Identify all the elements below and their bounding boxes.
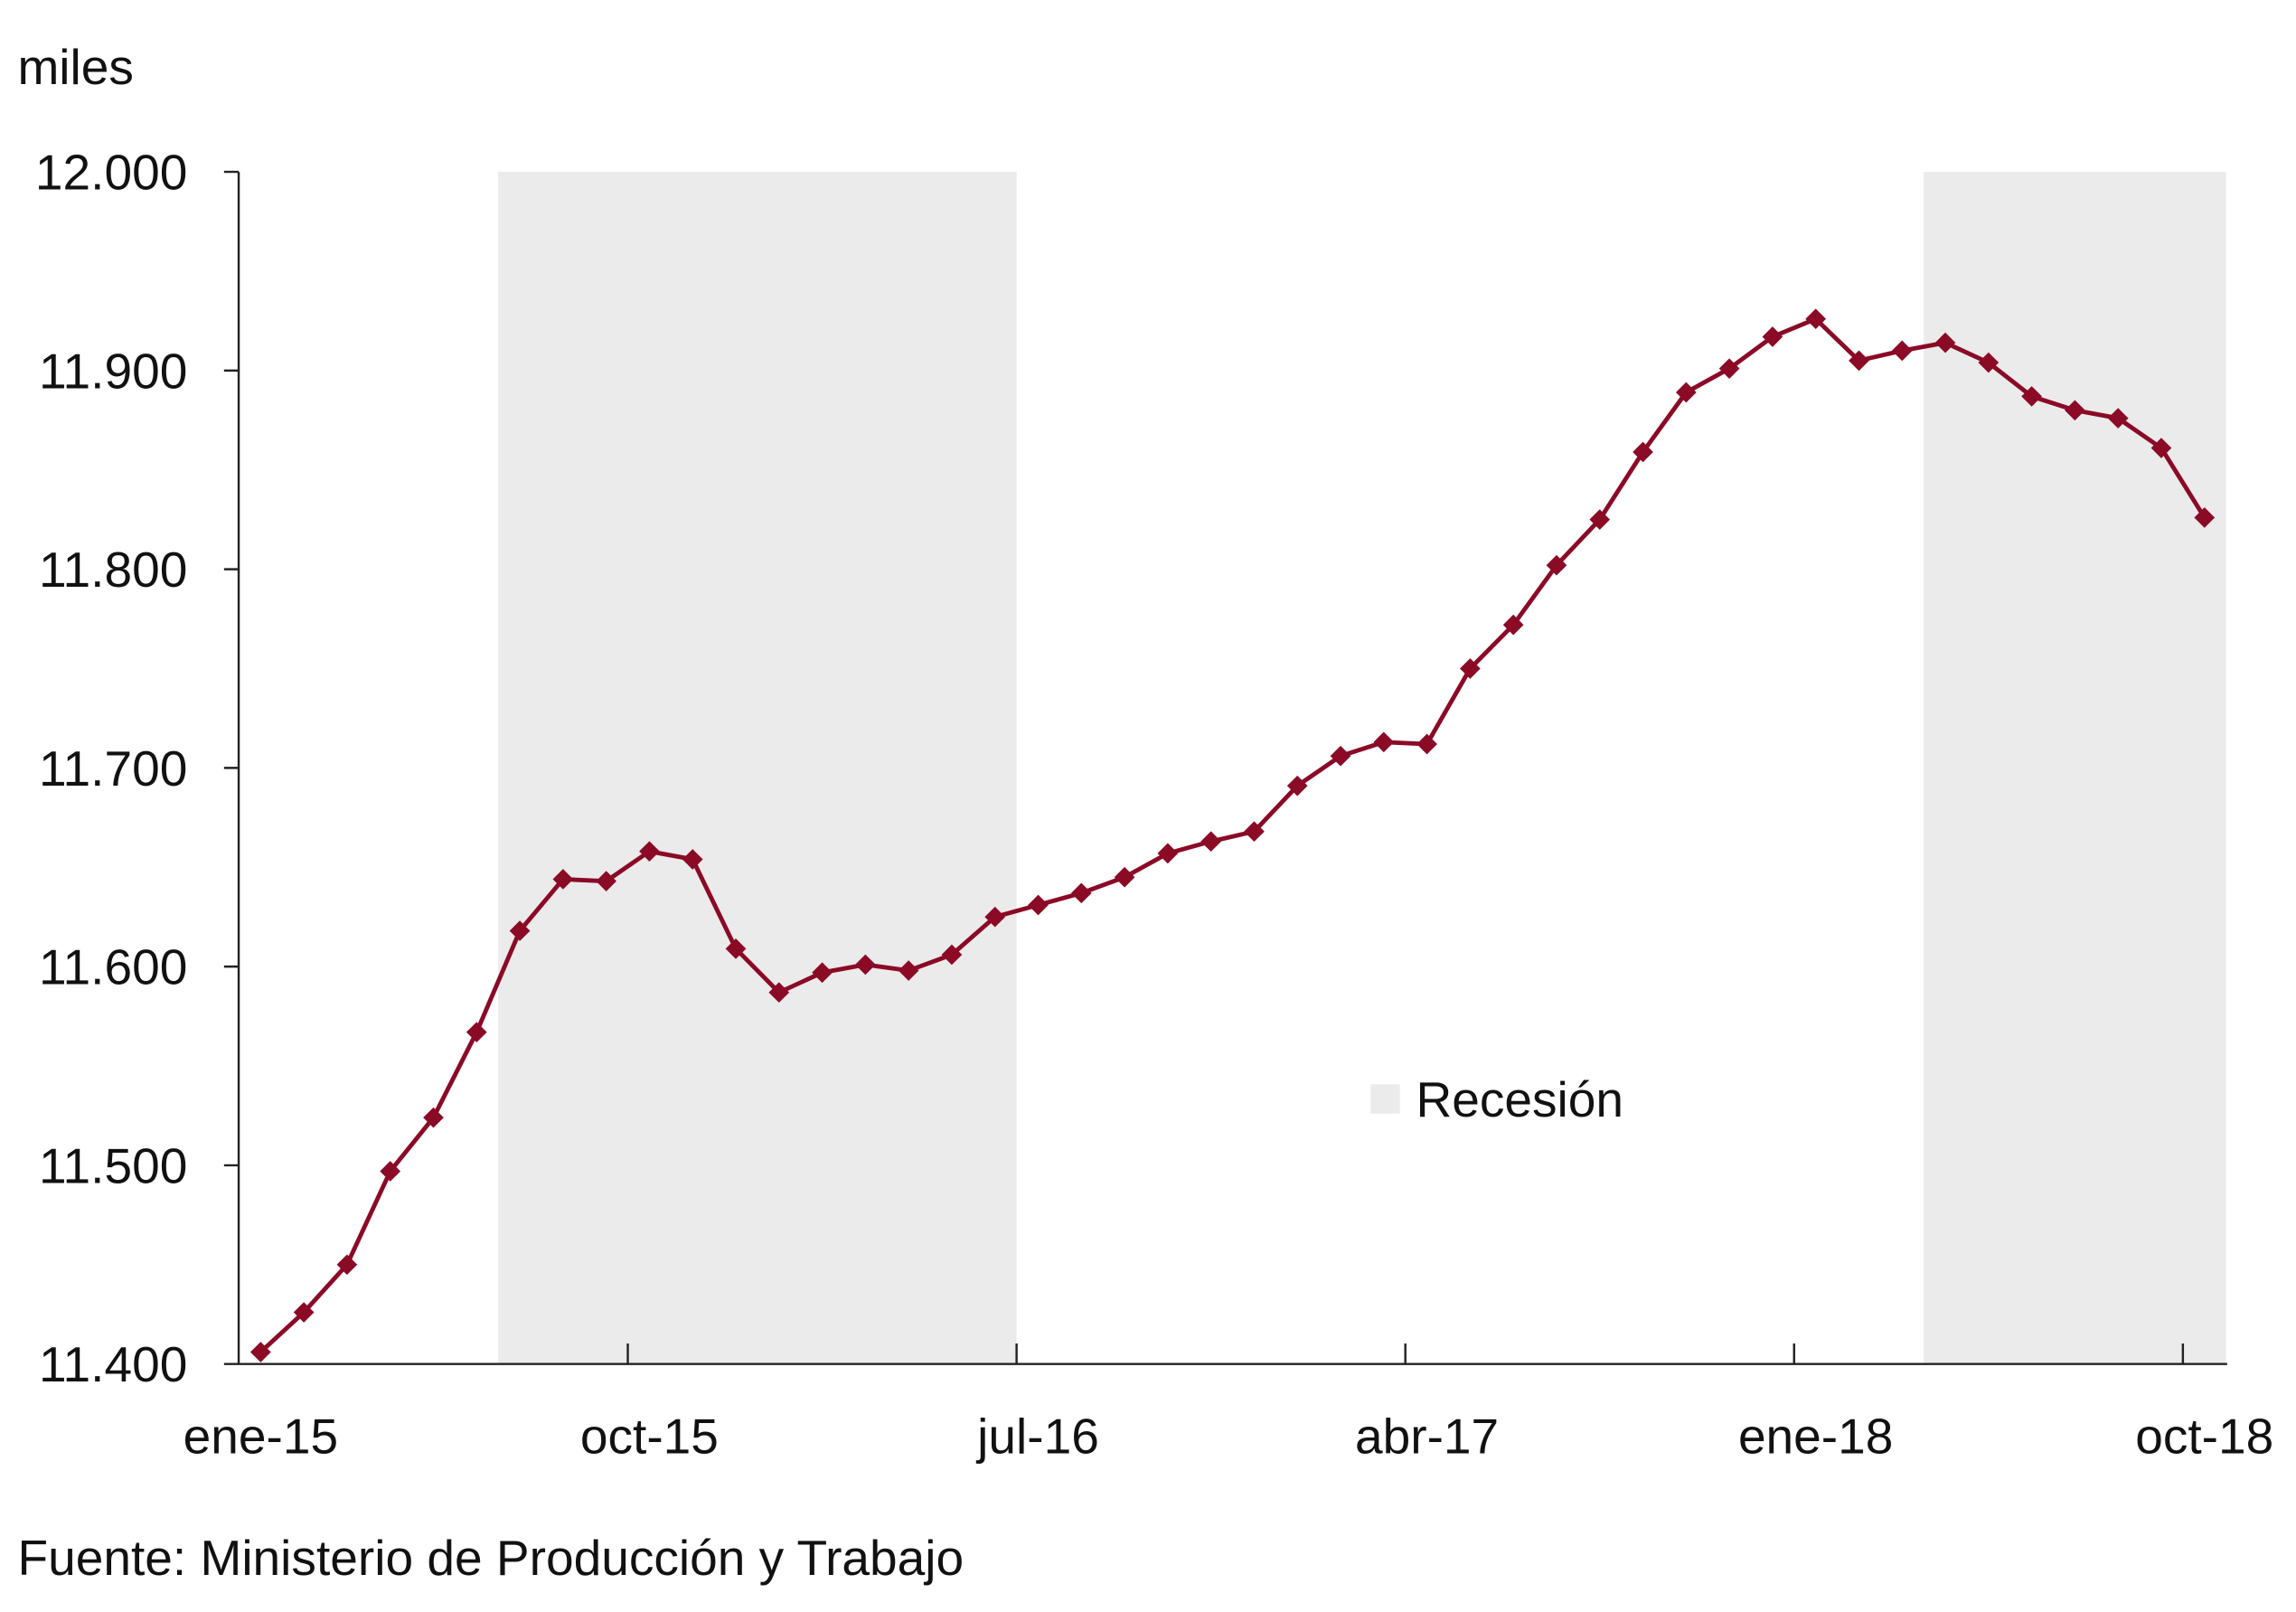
data-point <box>1546 554 1567 576</box>
data-point <box>1114 866 1135 888</box>
y-tick-label: 11.500 <box>39 1137 187 1193</box>
data-point <box>1978 352 2000 373</box>
legend: Recesión <box>1370 1071 1623 1127</box>
x-tick-label: ene-18 <box>1738 1408 1893 1464</box>
data-point <box>293 1302 315 1323</box>
y-tick-label: 12.000 <box>35 145 187 201</box>
data-point <box>1762 326 1783 347</box>
y-tick-label: 11.600 <box>39 939 187 995</box>
x-tick-label: jul-16 <box>975 1408 1099 1464</box>
recession-shading <box>498 172 2226 1364</box>
data-point <box>423 1107 444 1128</box>
data-point <box>596 871 616 891</box>
recession-band <box>498 172 1017 1364</box>
data-point <box>2107 408 2129 429</box>
data-point <box>682 849 703 870</box>
data-point <box>941 944 963 966</box>
y-tick-label: 11.900 <box>39 343 187 399</box>
data-point <box>1244 821 1265 843</box>
data-point <box>1633 441 1653 463</box>
data-point <box>812 962 833 984</box>
data-point <box>1502 614 1524 636</box>
y-tick-label: 11.400 <box>39 1336 187 1392</box>
data-point <box>336 1254 358 1276</box>
y-axis-unit-label: miles <box>17 39 134 95</box>
data-point <box>1373 731 1395 753</box>
data-point <box>1460 658 1481 679</box>
data-point <box>725 938 747 959</box>
data-point <box>1849 350 1869 372</box>
data-point <box>639 841 660 863</box>
series-line <box>259 316 2207 1354</box>
data-point <box>1028 894 1049 916</box>
data-point <box>2150 438 2172 458</box>
source-note: Fuente: Ministerio de Producción y Traba… <box>17 1530 964 1586</box>
y-tick-label: 11.700 <box>39 740 187 797</box>
data-point <box>1330 745 1351 767</box>
data-point <box>984 906 1006 928</box>
data-point <box>552 869 574 890</box>
data-point <box>250 1342 271 1362</box>
data-point <box>1718 358 1740 379</box>
data-point <box>380 1161 401 1182</box>
data-point <box>509 920 531 941</box>
y-tick-label: 11.800 <box>39 542 187 598</box>
legend-swatch <box>1370 1084 1400 1114</box>
data-point <box>898 960 919 981</box>
data-point <box>1070 882 1092 904</box>
data-point <box>1416 733 1437 755</box>
x-tick-label: abr-17 <box>1355 1408 1499 1464</box>
x-tick-label: oct-18 <box>2135 1408 2273 1464</box>
recession-band <box>1924 172 2226 1364</box>
data-point <box>2021 386 2042 407</box>
data-point <box>768 982 790 1004</box>
data-point <box>1934 332 1956 354</box>
data-point <box>855 954 876 976</box>
legend-label: Recesión <box>1416 1071 1623 1127</box>
data-point <box>1675 382 1697 403</box>
data-point <box>2065 400 2085 421</box>
x-tick-label: oct-15 <box>580 1408 719 1464</box>
x-axis: ene-15 oct-15 jul-16 abr-17 ene-18 oct-18 <box>183 1343 2273 1464</box>
data-point <box>1200 831 1221 853</box>
x-tick-label: ene-15 <box>183 1408 338 1464</box>
data-point <box>1891 340 1913 362</box>
y-axis: 11.400 11.500 11.600 11.700 11.800 11.900 12.0… <box>35 145 240 1392</box>
series <box>250 308 2216 1362</box>
data-point <box>1157 843 1179 864</box>
data-point <box>466 1022 487 1043</box>
data-point <box>1805 308 1827 330</box>
